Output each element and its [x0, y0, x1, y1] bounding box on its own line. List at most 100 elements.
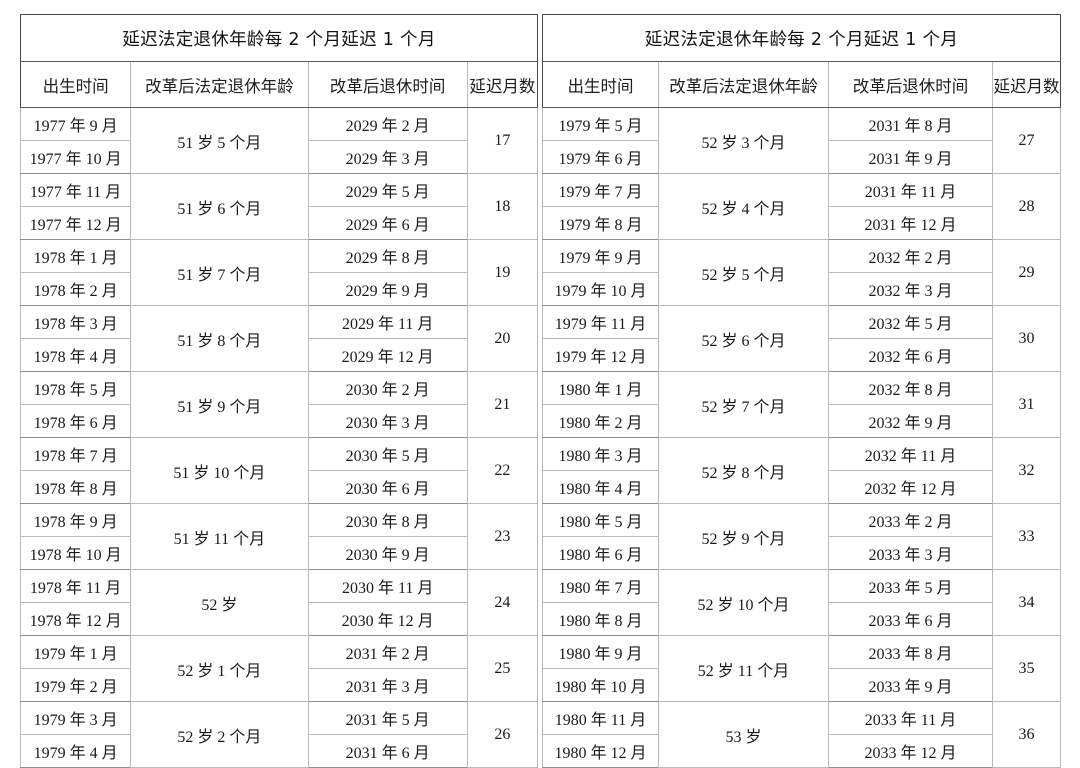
cell-retire-date: 2030 年 2 月: [307, 371, 468, 405]
cell-delay-months: 31: [991, 371, 1062, 438]
table-row: 1978 年 3 月 51 岁 8 个月 2029 年 11 月 20: [19, 305, 539, 372]
column-header-age: 改革后法定退休年龄: [130, 61, 309, 108]
cell-birth: 1977 年 11 月: [19, 173, 132, 207]
cell-delay-months: 24: [466, 569, 539, 636]
cell-retire-date: 2029 年 5 月: [307, 173, 468, 207]
cell-retire-date: 2031 年 3 月: [307, 668, 468, 702]
table-row: 1978 年 9 月 51 岁 11 个月 2030 年 8 月 23: [19, 503, 539, 570]
table-row: 1979 年 10 月 2032 年 3 月: [542, 272, 1061, 306]
column-header-retire-date: 改革后退休时间: [828, 61, 993, 108]
cell-birth: 1980 年 2 月: [542, 404, 659, 438]
cell-retire-date: 2031 年 12 月: [828, 206, 993, 240]
cell-retire-date: 2032 年 8 月: [828, 371, 993, 405]
cell-birth: 1980 年 3 月: [542, 437, 659, 471]
cell-retire-date: 2032 年 11 月: [828, 437, 993, 471]
table-row: 1978 年 6 月 2030 年 3 月: [19, 404, 538, 438]
column-header-delay-months: 延迟月数: [466, 61, 538, 108]
cell-retirement-age: 52 岁 8 个月: [658, 437, 829, 504]
table-row: 1977 年 10 月 2029 年 3 月: [19, 140, 538, 174]
cell-birth: 1977 年 12 月: [19, 206, 132, 240]
table-row: 1978 年 5 月 51 岁 9 个月 2030 年 2 月 21: [19, 371, 539, 438]
cell-retire-date: 2033 年 8 月: [828, 635, 993, 669]
cell-delay-months: 32: [991, 437, 1062, 504]
cell-retire-date: 2032 年 12 月: [828, 470, 993, 504]
cell-retire-date: 2029 年 9 月: [307, 272, 468, 306]
cell-birth: 1979 年 11 月: [542, 305, 659, 339]
cell-retirement-age: 52 岁 11 个月: [658, 635, 829, 702]
cell-delay-months: 36: [991, 701, 1062, 768]
cell-birth: 1980 年 8 月: [542, 602, 659, 636]
cell-birth: 1979 年 8 月: [542, 206, 659, 240]
schedule-table-left: 延迟法定退休年龄每 2 个月延迟 1 个月 出生时间 改革后法定退休年龄 改革后退休时…: [19, 14, 539, 768]
table-left-body: 延迟法定退休年龄每 2 个月延迟 1 个月 出生时间 改革后法定退休年龄 改革后退休时…: [19, 14, 539, 768]
cell-delay-months: 18: [466, 173, 539, 240]
cell-retire-date: 2031 年 6 月: [307, 734, 468, 768]
cell-retirement-age: 51 岁 8 个月: [130, 305, 309, 372]
cell-delay-months: 27: [991, 107, 1062, 174]
cell-retirement-age: 51 岁 6 个月: [130, 173, 309, 240]
cell-retirement-age: 52 岁 9 个月: [658, 503, 829, 570]
cell-birth: 1978 年 1 月: [19, 239, 132, 273]
table-row: 1980 年 8 月 2033 年 6 月: [542, 602, 1061, 636]
cell-retirement-age: 52 岁 10 个月: [658, 569, 829, 636]
cell-birth: 1979 年 6 月: [542, 140, 659, 174]
table-title: 延迟法定退休年龄每 2 个月延迟 1 个月: [542, 14, 1061, 62]
cell-retirement-age: 51 岁 9 个月: [130, 371, 309, 438]
cell-retire-date: 2033 年 6 月: [828, 602, 993, 636]
cell-retire-date: 2031 年 9 月: [828, 140, 993, 174]
cell-birth: 1978 年 3 月: [19, 305, 132, 339]
cell-delay-months: 25: [466, 635, 539, 702]
cell-retirement-age: 53 岁: [658, 701, 829, 768]
table-row: 1979 年 11 月 52 岁 6 个月 2032 年 5 月 30: [542, 305, 1062, 372]
cell-retire-date: 2030 年 3 月: [307, 404, 468, 438]
cell-birth: 1979 年 10 月: [542, 272, 659, 306]
cell-birth: 1980 年 6 月: [542, 536, 659, 570]
table-title: 延迟法定退休年龄每 2 个月延迟 1 个月: [20, 14, 538, 62]
cell-retirement-age: 52 岁 2 个月: [130, 701, 309, 768]
cell-retire-date: 2032 年 3 月: [828, 272, 993, 306]
cell-birth: 1980 年 4 月: [542, 470, 659, 504]
cell-delay-months: 22: [466, 437, 539, 504]
cell-birth: 1978 年 7 月: [19, 437, 132, 471]
cell-birth: 1979 年 7 月: [542, 173, 659, 207]
cell-retire-date: 2029 年 2 月: [307, 107, 468, 141]
cell-birth: 1978 年 2 月: [19, 272, 132, 306]
cell-delay-months: 34: [991, 569, 1062, 636]
cell-birth: 1980 年 5 月: [542, 503, 659, 537]
table-row: 1979 年 3 月 52 岁 2 个月 2031 年 5 月 26: [19, 701, 539, 768]
cell-delay-months: 17: [466, 107, 539, 174]
cell-birth: 1979 年 9 月: [542, 239, 659, 273]
cell-retire-date: 2032 年 9 月: [828, 404, 993, 438]
table-row: 1980 年 11 月 53 岁 2033 年 11 月 36: [542, 701, 1062, 768]
cell-birth: 1979 年 2 月: [19, 668, 132, 702]
cell-birth: 1978 年 10 月: [19, 536, 132, 570]
cell-retire-date: 2029 年 12 月: [307, 338, 468, 372]
cell-retirement-age: 51 岁 7 个月: [130, 239, 309, 306]
cell-birth: 1979 年 5 月: [542, 107, 659, 141]
cell-birth: 1979 年 1 月: [19, 635, 132, 669]
cell-retire-date: 2030 年 6 月: [307, 470, 468, 504]
table-row: 1978 年 2 月 2029 年 9 月: [19, 272, 538, 306]
cell-retire-date: 2031 年 8 月: [828, 107, 993, 141]
cell-delay-months: 21: [466, 371, 539, 438]
cell-retire-date: 2030 年 11 月: [307, 569, 468, 603]
cell-retire-date: 2032 年 5 月: [828, 305, 993, 339]
table-row: 1980 年 7 月 52 岁 10 个月 2033 年 5 月 34: [542, 569, 1062, 636]
cell-birth: 1980 年 1 月: [542, 371, 659, 405]
cell-birth: 1977 年 10 月: [19, 140, 132, 174]
table-row: 1977 年 9 月 51 岁 5 个月 2029 年 2 月 17: [19, 107, 539, 174]
cell-birth: 1978 年 9 月: [19, 503, 132, 537]
table-title-row: 延迟法定退休年龄每 2 个月延迟 1 个月: [542, 14, 1061, 62]
column-header-retire-date: 改革后退休时间: [307, 61, 468, 108]
cell-birth: 1980 年 10 月: [542, 668, 659, 702]
table-title-row: 延迟法定退休年龄每 2 个月延迟 1 个月: [20, 14, 538, 62]
cell-retire-date: 2033 年 9 月: [828, 668, 993, 702]
table-row: 1979 年 8 月 2031 年 12 月: [542, 206, 1061, 240]
cell-retire-date: 2033 年 2 月: [828, 503, 993, 537]
table-row: 1978 年 12 月 2030 年 12 月: [19, 602, 538, 636]
cell-retire-date: 2031 年 11 月: [828, 173, 993, 207]
cell-retirement-age: 51 岁 5 个月: [130, 107, 309, 174]
table-row: 1980 年 1 月 52 岁 7 个月 2032 年 8 月 31: [542, 371, 1062, 438]
cell-retirement-age: 52 岁: [130, 569, 309, 636]
